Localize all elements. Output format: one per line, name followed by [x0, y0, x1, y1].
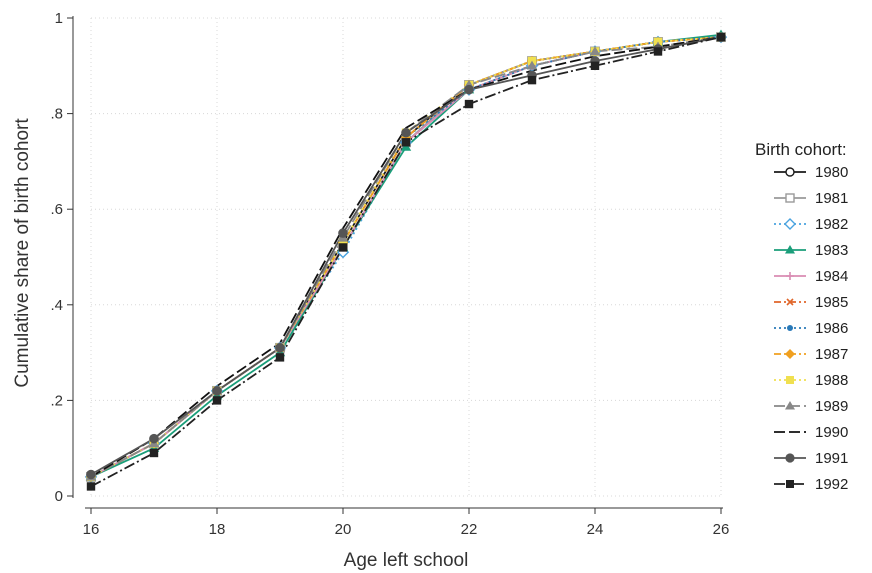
legend-label: 1990: [815, 424, 848, 441]
legend-swatch-marker: [785, 167, 795, 177]
legend-label: 1981: [815, 190, 848, 207]
y-tick-label: 0: [55, 488, 63, 505]
y-tick-label: .4: [50, 297, 63, 314]
legend-swatch-marker: [786, 298, 794, 306]
data-point-1991: [464, 84, 474, 95]
legend-item-1981: 1981: [774, 190, 848, 207]
legend-label: 1988: [815, 372, 848, 389]
data-point-1992: [653, 47, 663, 56]
data-point-1992: [212, 396, 222, 405]
legend-item-1980: 1980: [774, 164, 848, 181]
series-line-1981: [90, 36, 722, 478]
series-line-1992: [90, 36, 722, 488]
grid: [90, 17, 722, 497]
legend-label: 1985: [815, 294, 848, 311]
legend-item-1983: 1983: [774, 242, 848, 259]
legend-title: Birth cohort:: [755, 140, 847, 159]
legend-item-1986: 1986: [774, 320, 848, 337]
series-line-1986: [90, 36, 722, 478]
series-line-1987: [90, 36, 722, 478]
x-ticks: 16 18 20 22 24 26: [83, 508, 730, 538]
data-point-1992: [149, 448, 159, 458]
x-tick-label: 24: [587, 521, 604, 538]
series-line-1990: [90, 36, 722, 478]
data-point-1991: [212, 386, 222, 396]
legend-swatch-marker: [786, 272, 794, 280]
legend-item-1987: 1987: [774, 346, 848, 363]
legend-swatch-marker: [786, 376, 794, 384]
data-point-1988: [338, 238, 348, 247]
legend-item-1988: 1988: [774, 372, 848, 389]
x-axis-title: Age left school: [344, 550, 469, 571]
legend-label: 1986: [815, 320, 848, 337]
series-line-1985: [90, 36, 722, 478]
y-tick-label: 1: [55, 10, 63, 27]
data-point-1992: [464, 99, 474, 109]
legend-label: 1983: [815, 242, 848, 259]
data-point-1991: [338, 228, 348, 238]
data-point-1991: [149, 433, 159, 444]
legend-swatch-marker: [784, 218, 796, 230]
legend-label: 1989: [815, 398, 848, 415]
legend-label: 1987: [815, 346, 848, 363]
y-ticks: 0 .2 .4 .6 .8 1: [50, 10, 73, 505]
series-lines: [90, 33, 722, 488]
y-tick-label: .8: [50, 106, 63, 123]
x-tick-label: 18: [209, 521, 226, 538]
legend-label: 1980: [815, 164, 848, 181]
data-point-1992: [338, 243, 348, 252]
data-point-1991: [275, 343, 285, 353]
data-point-1992: [86, 482, 96, 491]
series-line-1982: [90, 36, 722, 478]
y-axis-title: Cumulative share of birth cohort: [12, 118, 33, 388]
x-tick-label: 16: [83, 521, 100, 538]
data-point-1992: [401, 138, 411, 147]
legend-swatch-marker: [786, 480, 794, 488]
axes: [72, 16, 723, 509]
data-point-1989: [526, 60, 538, 70]
legend-swatch-marker: [785, 245, 795, 254]
data-point-1992: [716, 32, 726, 42]
legend-swatch-marker: [785, 453, 795, 463]
series-line-1989: [90, 36, 722, 478]
data-point-1992: [590, 61, 600, 70]
legend-swatch-marker: [785, 349, 795, 359]
series-line-1988: [90, 36, 722, 478]
legend-item-1992: 1992: [774, 476, 848, 493]
x-tick-label: 26: [713, 521, 730, 538]
data-point-1992: [275, 353, 285, 362]
data-point-1989: [589, 46, 601, 56]
series-markers: [84, 29, 728, 491]
x-tick-label: 20: [335, 521, 352, 538]
series-line-1983: [90, 33, 722, 478]
data-point-1992: [527, 75, 537, 85]
data-point-1991: [401, 127, 411, 138]
legend-swatch-marker: [785, 401, 795, 410]
legend-item-1989: 1989: [774, 398, 848, 415]
y-tick-label: .2: [50, 392, 63, 409]
legend-item-1991: 1991: [774, 450, 848, 467]
legend-label: 1984: [815, 268, 848, 285]
data-point-1991: [86, 469, 96, 480]
series-line-1984: [90, 36, 722, 478]
legend-label: 1991: [815, 450, 848, 467]
legend-item-1985: 1985: [774, 294, 848, 311]
legend-swatch-marker: [787, 325, 793, 331]
series-line-1980: [90, 36, 722, 478]
legend-item-1984: 1984: [774, 268, 848, 285]
legend-label: 1992: [815, 476, 848, 493]
legend-item-1982: 1982: [774, 216, 848, 233]
series-line-1991: [90, 36, 722, 476]
legend-items: 1980 1981 1982 1983 1984 1985 1986 1987 1988 1989…: [774, 164, 848, 493]
legend: Birth cohort: 19801981198219831984198519…: [755, 140, 848, 493]
legend-swatch-marker: [785, 193, 795, 203]
x-tick-label: 22: [461, 521, 478, 538]
legend-item-1990: 1990: [774, 424, 848, 441]
y-tick-label: .6: [50, 201, 63, 218]
legend-label: 1982: [815, 216, 848, 233]
